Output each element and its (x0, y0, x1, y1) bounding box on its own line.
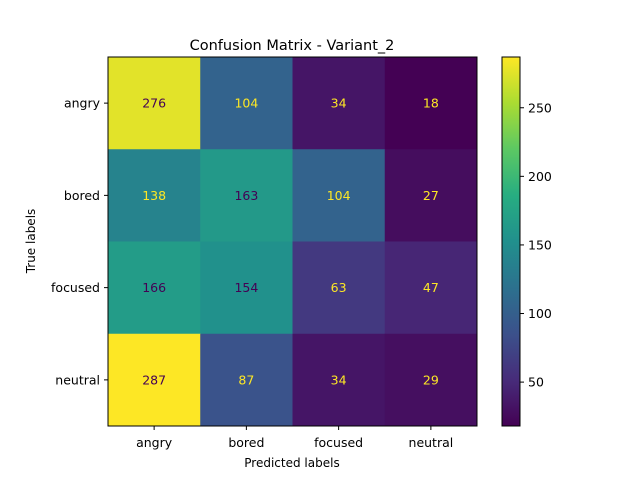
heatmap-cell-labels: 276 104 34 18 138 163 104 27 166 154 63 47 287 87 34 29 (142, 96, 439, 388)
chart-title: Confusion Matrix - Variant_2 (190, 38, 395, 54)
heatmap-cell (384, 241, 478, 335)
y-axis-ticks: angry bored focused neutral (51, 96, 108, 387)
colorbar-tick-label: 250 (528, 100, 552, 115)
heatmap-cell (108, 333, 201, 427)
cell-value-label: 276 (142, 96, 166, 111)
heatmap-cell (292, 149, 386, 242)
y-axis-label: True labels (24, 209, 38, 275)
cell-value-label: 166 (142, 280, 166, 295)
x-tick-label: bored (228, 435, 264, 450)
cell-value-label: 163 (234, 188, 258, 203)
heatmap-cell (292, 333, 386, 427)
y-tick-label: focused (51, 280, 100, 295)
y-tick-label: angry (64, 96, 101, 111)
cell-value-label: 29 (423, 372, 439, 387)
colorbar-ticks: 50 100 150 200 250 (520, 100, 552, 390)
colorbar (501, 56, 521, 427)
y-tick-label: neutral (55, 372, 100, 387)
x-axis-ticks: angry bored focused neutral (136, 426, 453, 450)
heatmap-cell (384, 57, 478, 150)
heatmap-cell (108, 149, 201, 242)
plot-frame (107, 56, 478, 427)
x-axis-label: Predicted labels (244, 456, 339, 470)
heatmap-cell (108, 57, 201, 150)
cell-value-label: 34 (331, 372, 347, 387)
cell-value-label: 63 (331, 280, 347, 295)
y-tick-label: bored (64, 188, 100, 203)
cell-value-label: 154 (234, 280, 258, 295)
heatmap-cell (200, 149, 293, 242)
heatmap-cell (292, 241, 386, 335)
heatmap-cell (200, 241, 293, 335)
x-tick-label: focused (314, 435, 363, 450)
cell-value-label: 104 (327, 188, 351, 203)
cell-value-label: 18 (423, 96, 439, 111)
colorbar-tick-label: 100 (528, 306, 552, 321)
cell-value-label: 87 (238, 372, 254, 387)
heatmap-cell (292, 57, 386, 150)
heatmap-cell (384, 149, 478, 242)
colorbar-tick-label: 200 (528, 169, 552, 184)
colorbar-tick-label: 150 (528, 237, 552, 252)
cell-value-label: 47 (423, 280, 439, 295)
cell-value-label: 287 (142, 372, 166, 387)
cell-value-label: 138 (142, 188, 166, 203)
heatmap-cells (108, 57, 478, 427)
heatmap-cell (384, 333, 478, 427)
colorbar-tick-label: 50 (528, 375, 544, 390)
heatmap-cell (108, 241, 201, 335)
heatmap-cell (200, 333, 293, 427)
x-tick-label: angry (136, 435, 173, 450)
cell-value-label: 34 (331, 96, 347, 111)
cell-value-label: 104 (234, 96, 258, 111)
cell-value-label: 27 (423, 188, 439, 203)
heatmap-cell (200, 57, 293, 150)
x-tick-label: neutral (409, 435, 454, 450)
